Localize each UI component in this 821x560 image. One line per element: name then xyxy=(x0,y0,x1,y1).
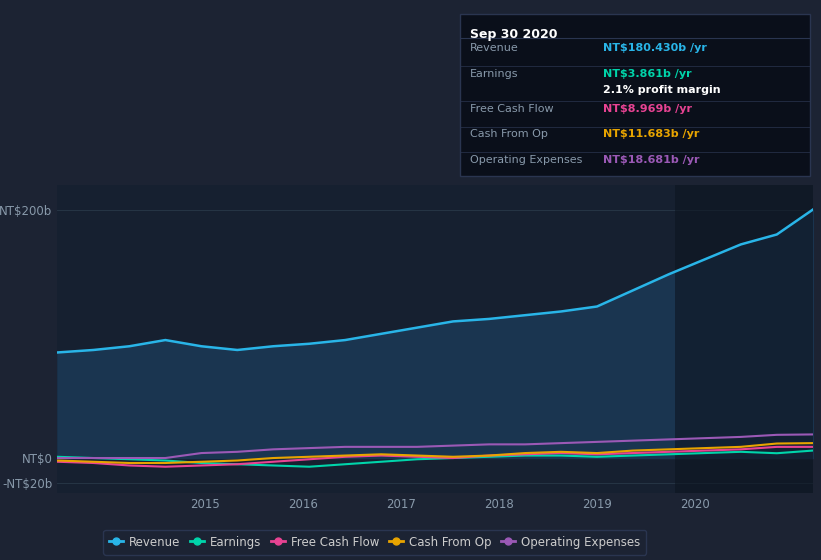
Legend: Revenue, Earnings, Free Cash Flow, Cash From Op, Operating Expenses: Revenue, Earnings, Free Cash Flow, Cash … xyxy=(103,530,646,554)
Text: Operating Expenses: Operating Expenses xyxy=(470,155,582,165)
Text: Revenue: Revenue xyxy=(470,43,518,53)
Text: Earnings: Earnings xyxy=(470,69,518,79)
Text: NT$8.969b /yr: NT$8.969b /yr xyxy=(603,104,692,114)
Bar xyxy=(676,185,813,493)
Text: NT$3.861b /yr: NT$3.861b /yr xyxy=(603,69,692,79)
Text: NT$11.683b /yr: NT$11.683b /yr xyxy=(603,129,699,139)
Text: NT$18.681b /yr: NT$18.681b /yr xyxy=(603,155,700,165)
Text: Sep 30 2020: Sep 30 2020 xyxy=(470,28,557,41)
Text: Cash From Op: Cash From Op xyxy=(470,129,548,139)
Text: Free Cash Flow: Free Cash Flow xyxy=(470,104,553,114)
Text: 2.1% profit margin: 2.1% profit margin xyxy=(603,85,721,95)
Text: NT$180.430b /yr: NT$180.430b /yr xyxy=(603,43,708,53)
